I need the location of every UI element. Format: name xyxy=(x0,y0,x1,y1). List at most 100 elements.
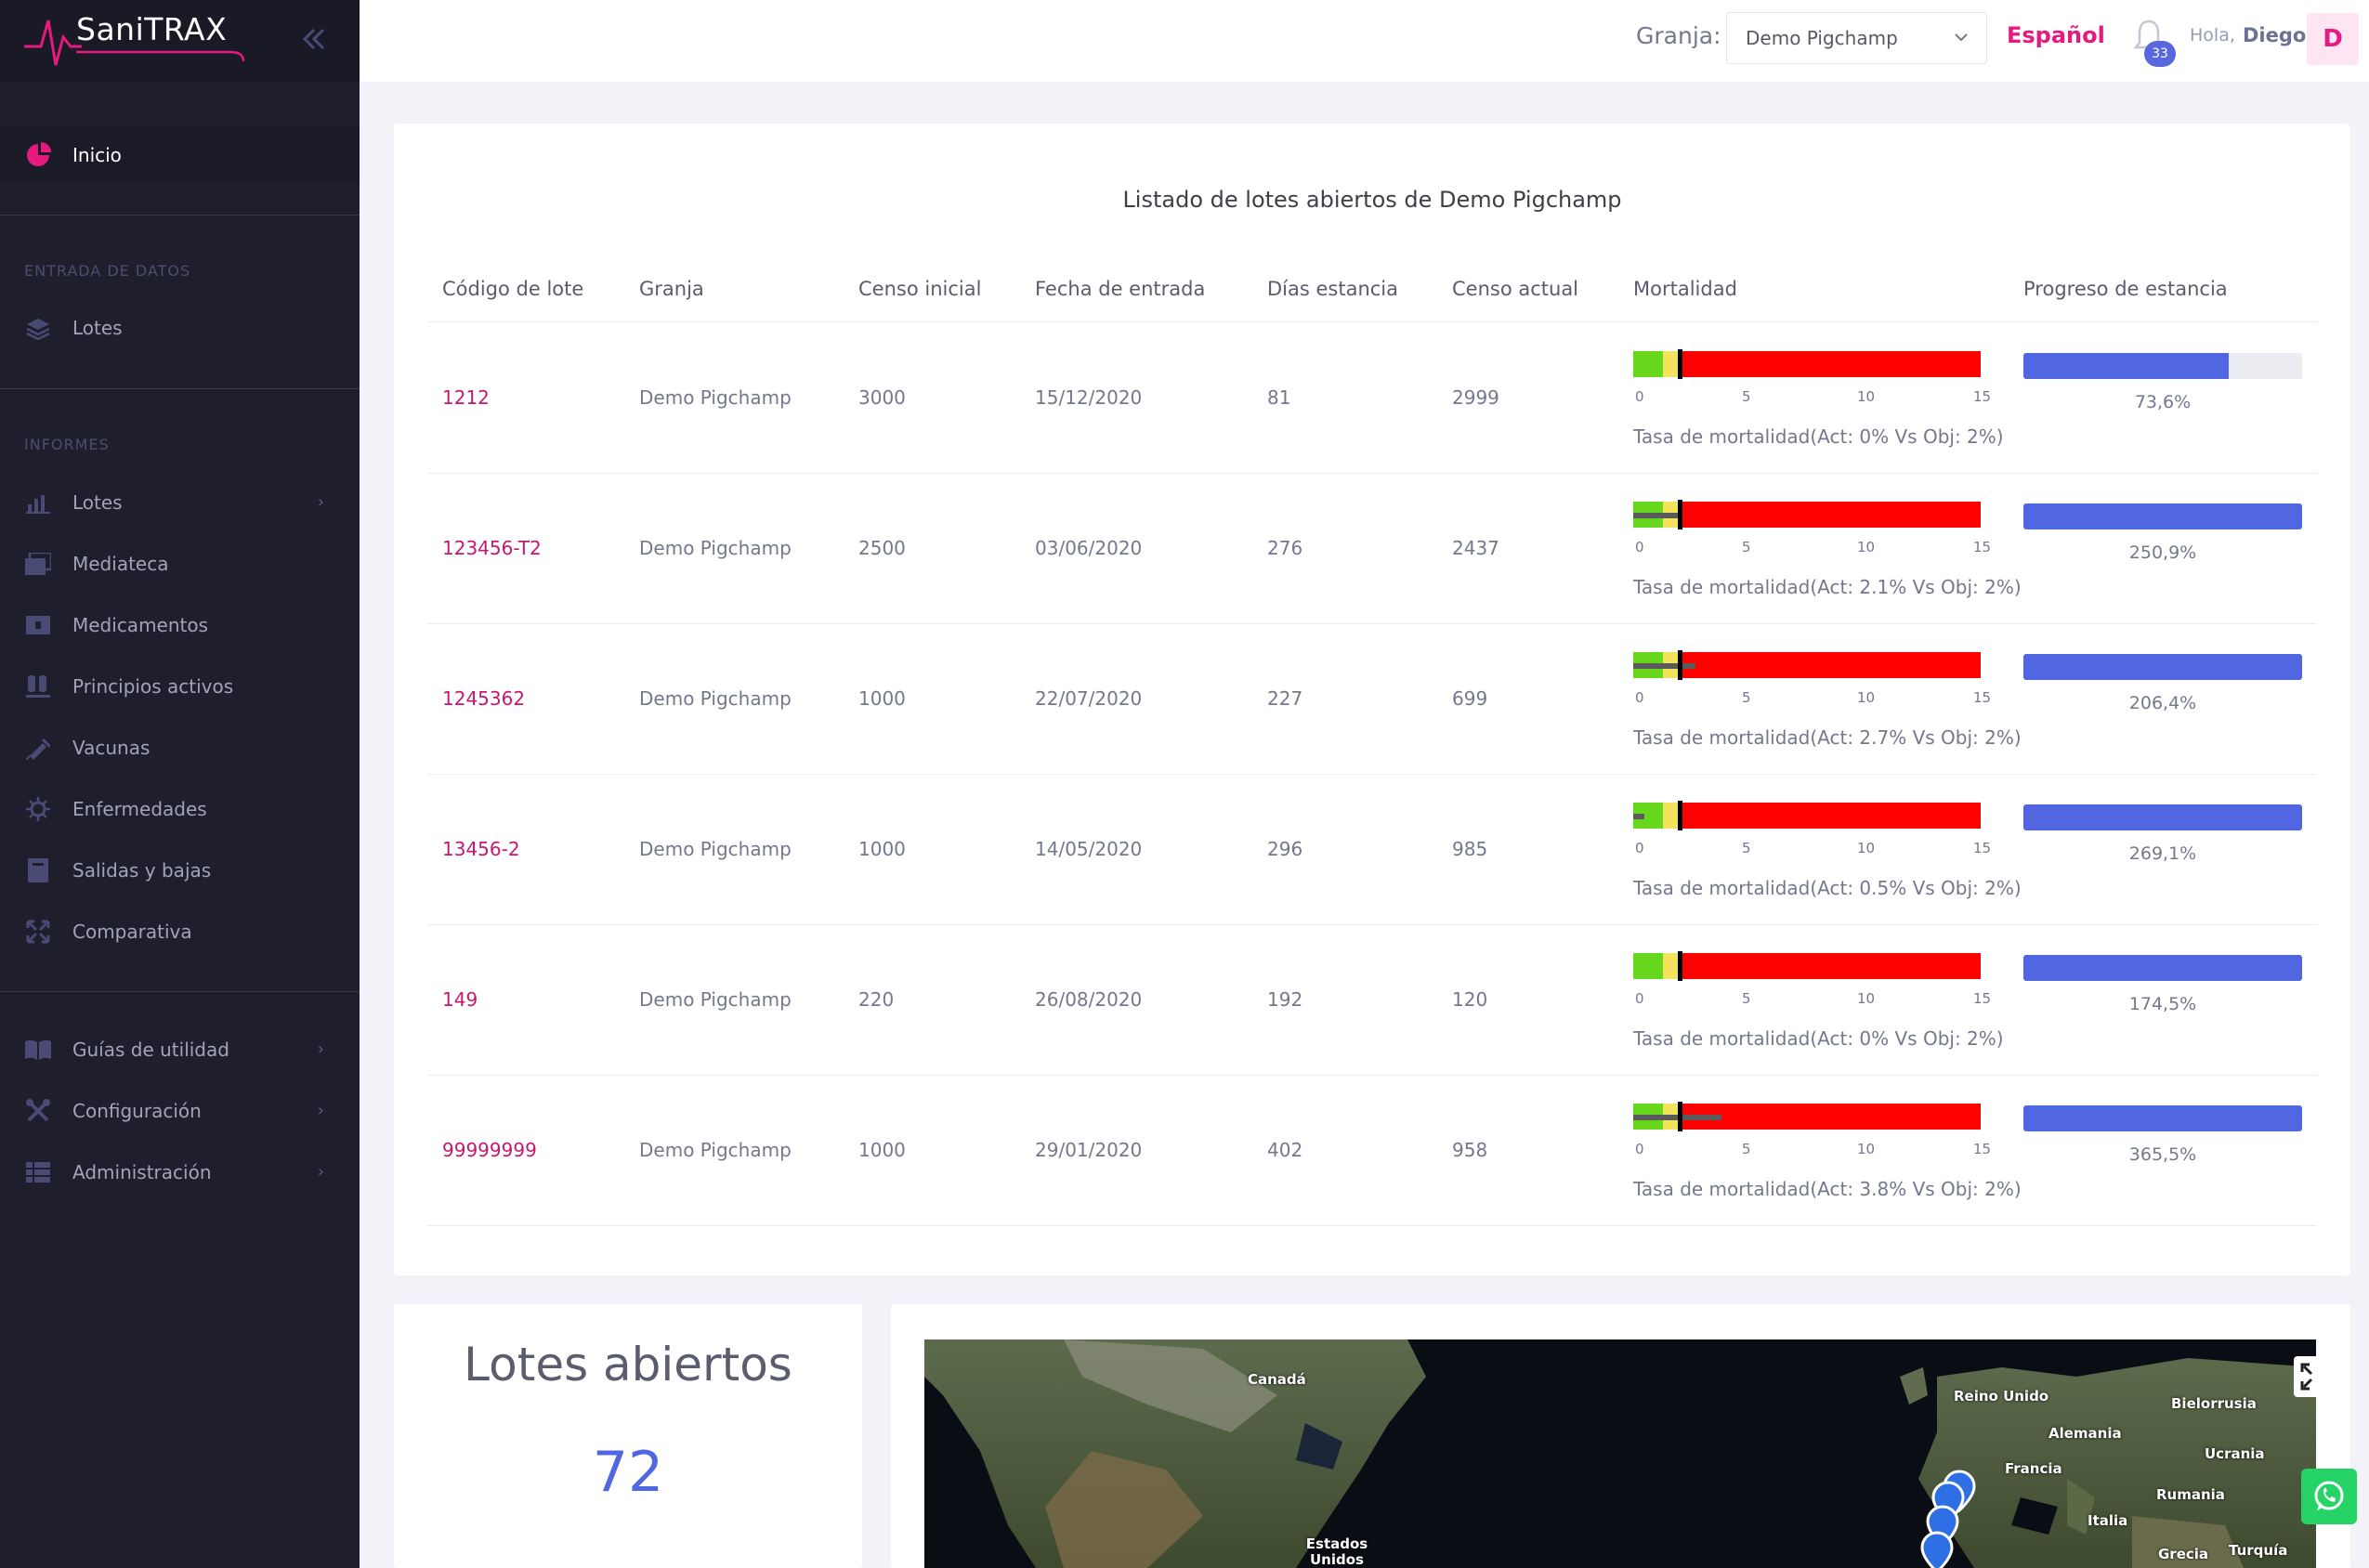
column-header-initial-census: Censo inicial xyxy=(858,278,982,300)
chevron-down-icon xyxy=(1953,28,1970,50)
mortality-rate-text: Tasa de mortalidad(Act: 0% Vs Obj: 2%) xyxy=(1633,1027,2004,1050)
sidebar-item-principios[interactable]: Principios activos xyxy=(0,658,360,715)
mortality-actual-bar xyxy=(1633,663,1695,669)
mortality-actual-bar xyxy=(1633,814,1644,819)
lot-code-link[interactable]: 1245362 xyxy=(442,687,526,710)
lot-code-link[interactable]: 123456-T2 xyxy=(442,537,542,559)
column-header-code: Código de lote xyxy=(442,278,584,300)
open-lots-title: Lotes abiertos xyxy=(464,1338,792,1392)
initial-census-cell: 1000 xyxy=(858,1139,906,1161)
table-row: 149 Demo Pigchamp 220 26/08/2020 192 120 0 5 10 1… xyxy=(427,925,2317,1076)
mortality-tick-label: 0 xyxy=(1635,388,1644,405)
lot-code-link[interactable]: 99999999 xyxy=(442,1139,537,1161)
virus-icon xyxy=(24,795,52,823)
lot-code-link[interactable]: 1212 xyxy=(442,386,490,409)
column-header-current-census: Censo actual xyxy=(1452,278,1579,300)
entry-date-cell: 22/07/2020 xyxy=(1035,687,1143,710)
map-label-turkey: Turquía xyxy=(2229,1542,2288,1559)
column-header-farm: Granja xyxy=(639,278,704,300)
sidebar-item-label: Mediateca xyxy=(72,553,169,575)
sidebar-divider xyxy=(0,388,360,389)
mortality-target-marker xyxy=(1678,951,1682,981)
sidebar-item-enfermedades[interactable]: Enfermedades xyxy=(0,780,360,838)
farm-cell: Demo Pigchamp xyxy=(639,687,792,710)
collapse-sidebar-icon[interactable] xyxy=(294,20,331,58)
sanitrax-logo[interactable]: SaniTRAX xyxy=(24,9,256,71)
sidebar-divider xyxy=(0,991,360,992)
sidebar-item-label: Configuración xyxy=(72,1100,202,1122)
mortality-tick-label: 15 xyxy=(1973,689,1992,706)
mortality-tick-label: 5 xyxy=(1742,388,1751,405)
farm-cell: Demo Pigchamp xyxy=(639,1139,792,1161)
sidebar-item-mediateca[interactable]: Mediateca xyxy=(0,535,360,593)
mortality-tick-label: 10 xyxy=(1857,990,1876,1007)
mortality-tick-label: 15 xyxy=(1973,539,1992,555)
sidebar-item-configuracion[interactable]: Configuración › xyxy=(0,1082,360,1140)
fullscreen-icon[interactable] xyxy=(2294,1356,2316,1397)
mortality-tick-label: 5 xyxy=(1742,990,1751,1007)
mortality-rate-text: Tasa de mortalidad(Act: 0% Vs Obj: 2%) xyxy=(1633,425,2004,448)
progress-fill xyxy=(2023,1105,2302,1131)
map-label-romania: Rumania xyxy=(2156,1486,2225,1503)
notifications-badge: 33 xyxy=(2144,41,2176,67)
sidebar-item-guias[interactable]: Guías de utilidad › xyxy=(0,1021,360,1078)
sidebar-item-report-lotes[interactable]: Lotes › xyxy=(0,474,360,531)
initial-census-cell: 1000 xyxy=(858,838,906,860)
brand-bar: SaniTRAX xyxy=(0,0,360,82)
language-switch[interactable]: Español xyxy=(2007,22,2105,48)
sidebar-item-salidas[interactable]: Salidas y bajas xyxy=(0,842,360,899)
layers-icon xyxy=(24,314,52,342)
column-header-mortality: Mortalidad xyxy=(1633,278,1737,300)
lot-code-link[interactable]: 149 xyxy=(442,988,478,1011)
map-label-usa: Estados Unidos xyxy=(1305,1535,1368,1568)
sidebar-item-label: Principios activos xyxy=(72,675,234,698)
current-census-cell: 120 xyxy=(1452,988,1488,1011)
sidebar-item-vacunas[interactable]: Vacunas xyxy=(0,719,360,777)
compare-arrows-icon xyxy=(24,918,52,946)
current-census-cell: 2999 xyxy=(1452,386,1499,409)
sidebar-item-entry-lotes[interactable]: Lotes xyxy=(0,299,360,357)
mortality-warn-zone xyxy=(1663,351,1678,377)
mortality-indicator: 0 5 10 15 Tasa de mortalidad(Act: 0.5% Vs Ob… xyxy=(1633,801,2022,899)
sidebar-item-comparativa[interactable]: Comparativa xyxy=(0,903,360,960)
mortality-bad-zone xyxy=(1678,502,1981,528)
farm-cell: Demo Pigchamp xyxy=(639,838,792,860)
lot-code-link[interactable]: 13456-2 xyxy=(442,838,520,860)
column-header-days: Días estancia xyxy=(1267,278,1399,300)
mortality-tick-label: 15 xyxy=(1973,840,1992,856)
mortality-tick-label: 5 xyxy=(1742,1141,1751,1157)
mortality-tick-label: 15 xyxy=(1973,1141,1992,1157)
mortality-target-marker xyxy=(1678,801,1682,830)
mortality-tick-label: 10 xyxy=(1857,539,1876,555)
whatsapp-icon[interactable] xyxy=(2301,1469,2357,1524)
mortality-tick-label: 15 xyxy=(1973,990,1992,1007)
progress-fill xyxy=(2023,955,2302,981)
top-header: Granja: Demo Pigchamp Español 33 Hola, D… xyxy=(360,0,2369,82)
mortality-indicator: 0 5 10 15 Tasa de mortalidad(Act: 3.8% Vs Ob… xyxy=(1633,1102,2022,1200)
mortality-rate-text: Tasa de mortalidad(Act: 2.1% Vs Obj: 2%) xyxy=(1633,576,2022,598)
farm-cell: Demo Pigchamp xyxy=(639,988,792,1011)
avatar[interactable]: D xyxy=(2307,13,2359,65)
satellite-map[interactable]: Canadá Estados Unidos Reino Unido Aleman… xyxy=(924,1339,2316,1568)
sidebar-item-inicio[interactable]: Inicio xyxy=(0,126,360,184)
farm-select[interactable]: Demo Pigchamp xyxy=(1726,12,1987,64)
sidebar-item-label: Lotes xyxy=(72,491,123,514)
sidebar-item-label: Salidas y bajas xyxy=(72,859,212,882)
farm-cell: Demo Pigchamp xyxy=(639,537,792,559)
mortality-tick-label: 0 xyxy=(1635,1141,1644,1157)
progress-label: 174,5% xyxy=(2128,994,2197,1014)
mortality-rate-text: Tasa de mortalidad(Act: 3.8% Vs Obj: 2%) xyxy=(1633,1178,2022,1200)
sidebar-item-administracion[interactable]: Administración › xyxy=(0,1143,360,1201)
progress-track xyxy=(2023,804,2302,830)
table-row: 1212 Demo Pigchamp 3000 15/12/2020 81 2999 0 5 1… xyxy=(427,323,2317,474)
mortality-tick-label: 0 xyxy=(1635,539,1644,555)
sidebar-item-medicamentos[interactable]: Medicamentos xyxy=(0,596,360,654)
pie-chart-icon xyxy=(24,141,52,169)
media-library-icon xyxy=(24,550,52,578)
mortality-actual-bar xyxy=(1633,513,1682,518)
user-name[interactable]: Diego xyxy=(2243,24,2307,46)
progress-track xyxy=(2023,654,2302,680)
table-row: 99999999 Demo Pigchamp 1000 29/01/2020 402 95… xyxy=(427,1076,2317,1226)
mortality-target-marker xyxy=(1678,500,1682,529)
medicine-icon xyxy=(24,611,52,639)
